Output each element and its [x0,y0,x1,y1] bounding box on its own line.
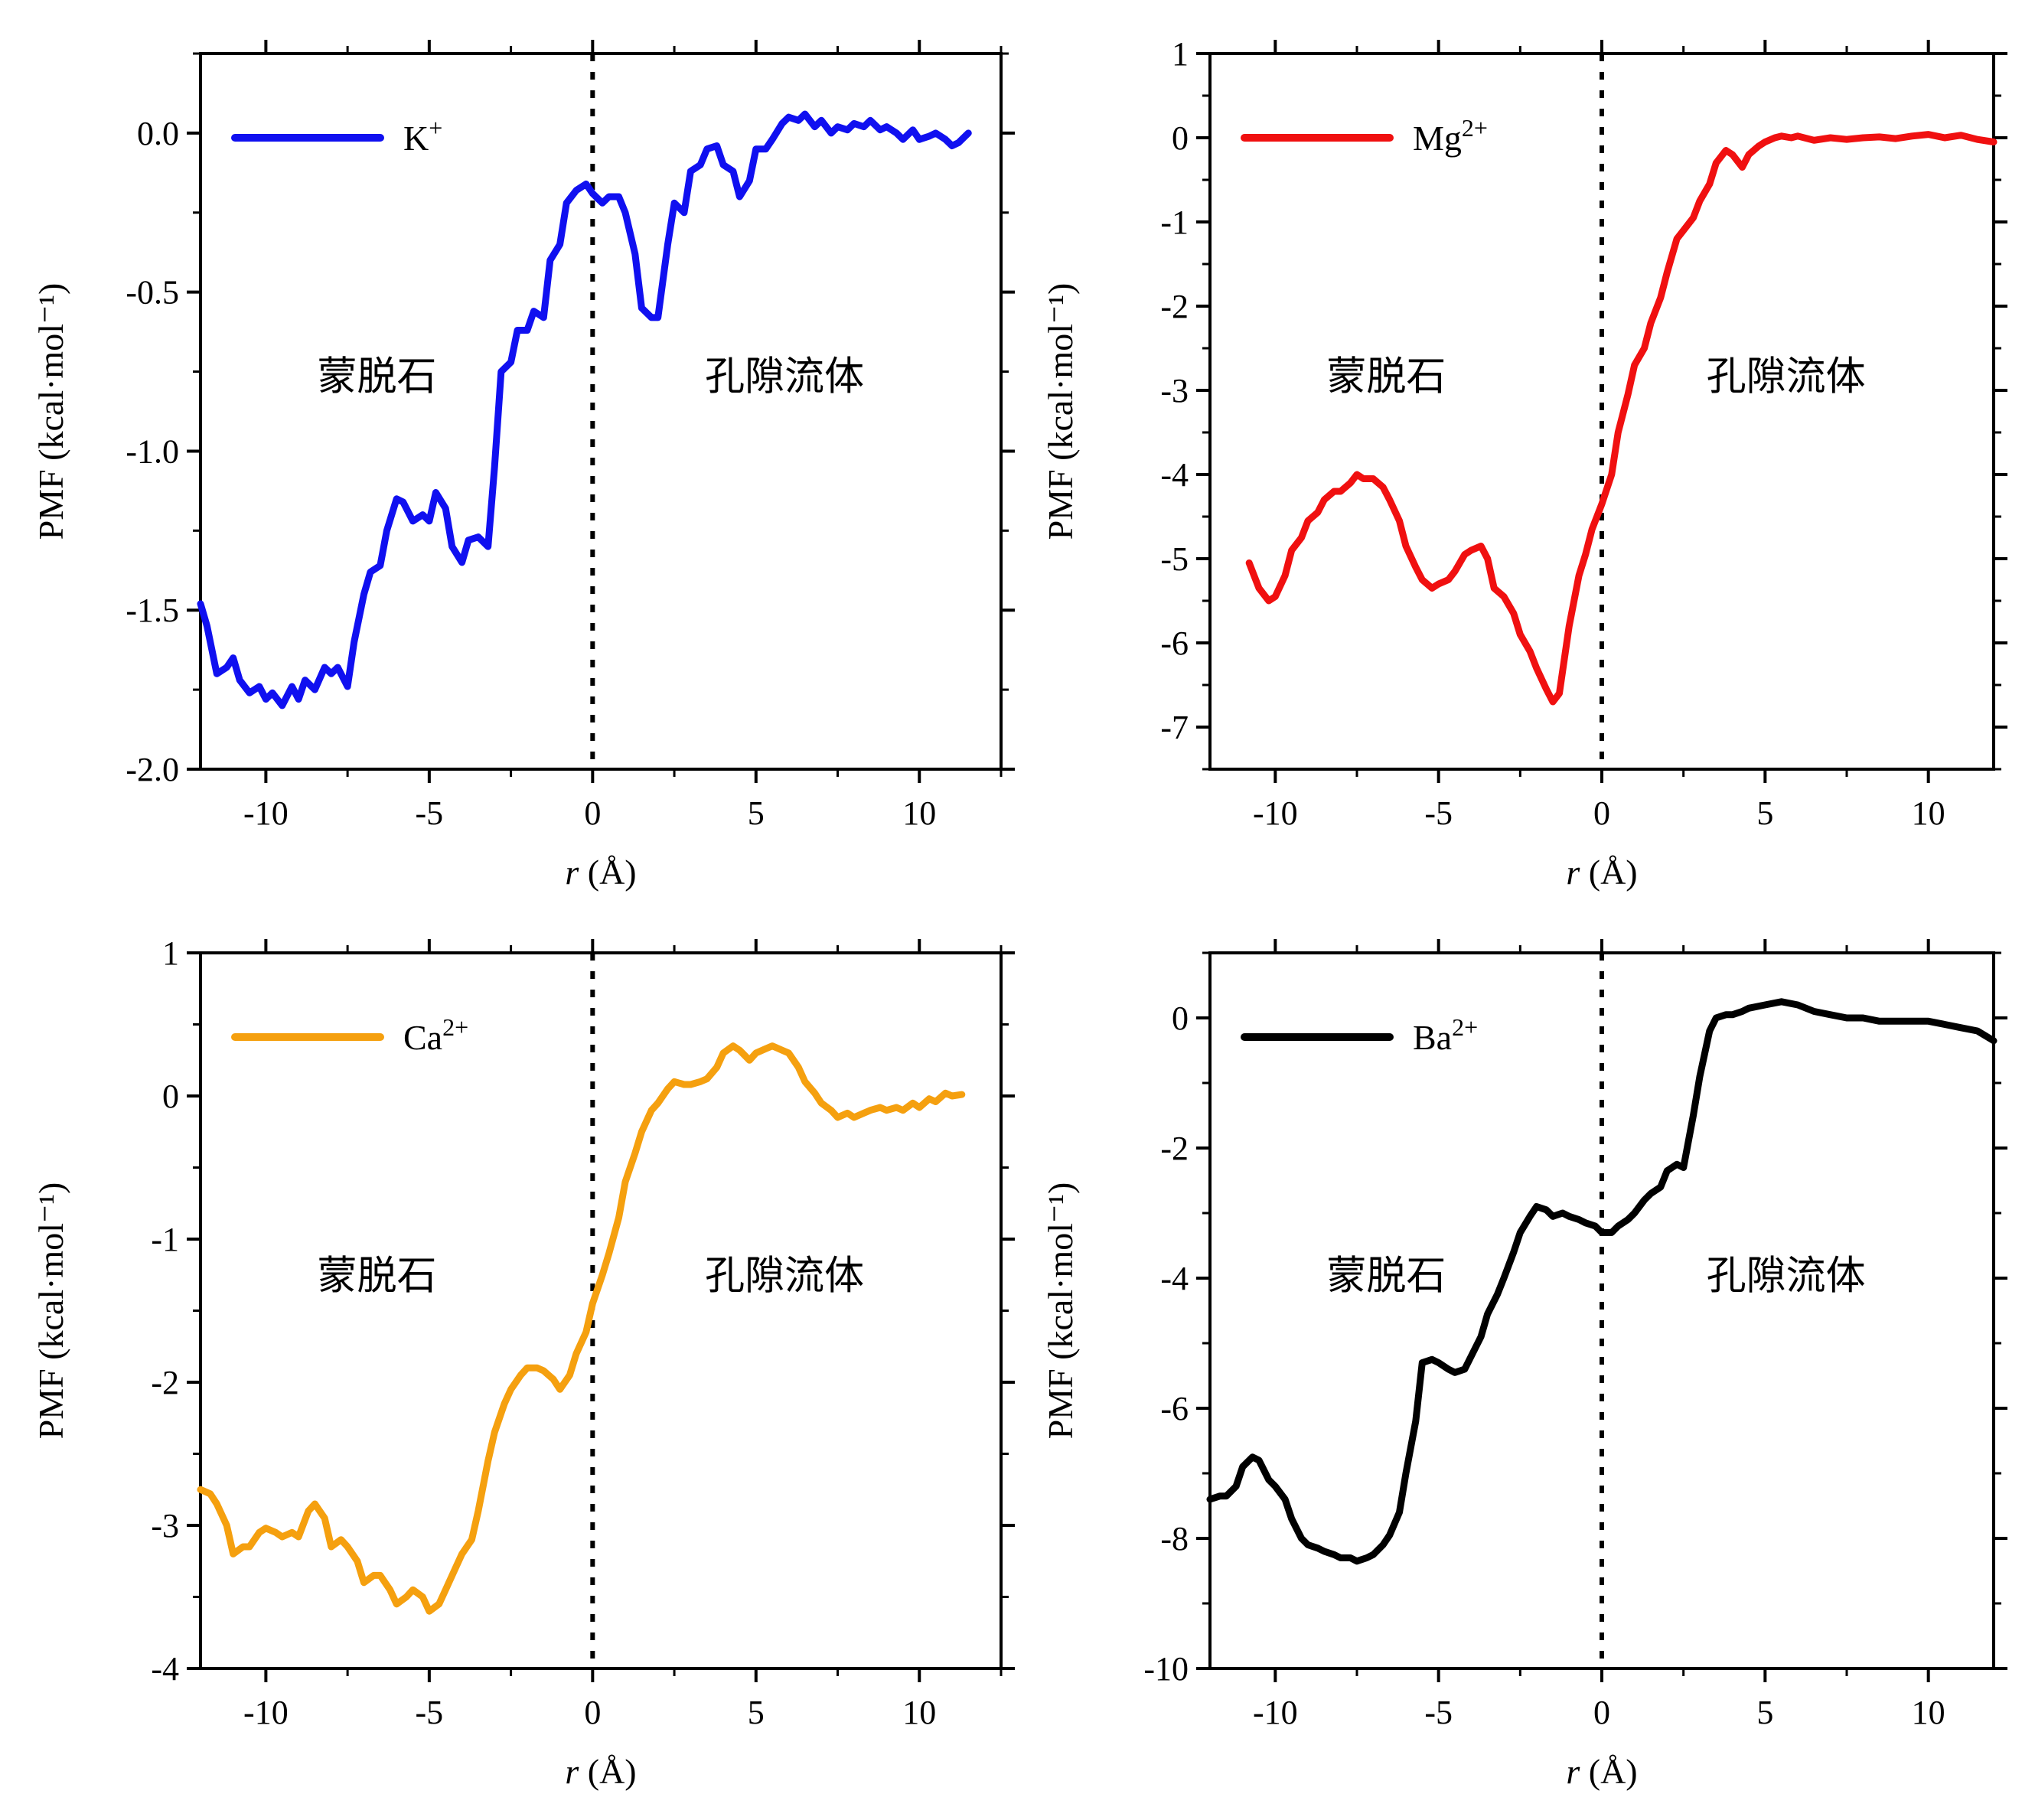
y-tick-label: 0.0 [137,115,179,152]
x-axis-title: r (Å) [1566,853,1637,892]
chart-panel-4: -10 -5 0 5 10 0 -2 -4 -6 -8 -10 蒙脱石 孔隙流体 Ba2+ r (Å) PMF… [1041,939,2007,1791]
y-tick-label: -10 [1143,1650,1189,1688]
y-tick-label: -1 [151,1221,179,1258]
legend-label: K+ [403,114,442,158]
y-tick-label: -1 [1160,204,1189,241]
x-tick-label: 10 [1912,794,1945,832]
x-tick-label: -10 [243,1694,289,1731]
x-tick-label: 5 [748,794,765,832]
y-tick-label: -6 [1160,625,1189,662]
x-tick-label: 0 [1593,1694,1610,1731]
series-line [197,1042,966,1615]
x-tick-label: 5 [1756,794,1773,832]
legend-label: Mg2+ [1413,114,1488,158]
x-tick-label: 0 [1593,794,1610,832]
y-tick-label: -8 [1160,1520,1189,1557]
x-tick-label: 10 [902,794,936,832]
x-tick-label: 0 [584,794,601,832]
region-label-right: 孔隙流体 [1707,354,1866,400]
y-tick-label: -3 [151,1507,179,1544]
region-label-left: 蒙脱石 [1326,354,1446,400]
y-tick-label: -2 [151,1364,179,1401]
x-tick-label: 10 [902,1694,936,1731]
region-label-right: 孔隙流体 [1707,1253,1866,1299]
y-tick-label: -2.0 [126,751,179,788]
x-tick-label: 5 [1756,1694,1773,1731]
y-axis-title: PMF (kcal·mol⁻¹) [1041,1182,1080,1440]
x-axis-title: r (Å) [565,1752,636,1791]
x-tick-label: -10 [1253,1694,1298,1731]
x-tick-label: -5 [416,794,444,832]
x-tick-label: 10 [1912,1694,1945,1731]
x-tick-label: -10 [1253,794,1298,832]
y-axis-title: PMF (kcal·mol⁻¹) [1041,283,1080,540]
x-tick-label: -5 [1424,794,1453,832]
y-tick-label: -2 [1160,1130,1189,1167]
plot-frame [199,52,1003,771]
region-label-left: 蒙脱石 [318,354,437,400]
series-line [1206,998,1997,1565]
y-tick-label: 1 [1172,35,1189,73]
x-axis-title: r (Å) [565,853,636,892]
region-label-left: 蒙脱石 [1326,1253,1446,1299]
y-tick-label: -4 [1160,456,1189,494]
legend-label: Ba2+ [1413,1013,1478,1057]
y-tick-label: -2 [1160,288,1189,325]
x-tick-label: -5 [416,1694,444,1731]
y-tick-label: -6 [1160,1390,1189,1427]
region-label-right: 孔隙流体 [705,354,864,400]
series-line [197,110,972,709]
y-tick-label: 0 [162,1078,179,1115]
x-tick-label: -10 [243,794,289,832]
y-tick-label: -7 [1160,709,1189,746]
legend-label: Ca2+ [403,1013,468,1057]
y-tick-label: -3 [1160,372,1189,409]
y-tick-label: 1 [162,934,179,972]
y-tick-label: -5 [1160,540,1189,578]
y-tick-label: -0.5 [126,274,179,311]
series-line [1245,131,1997,706]
x-axis-title: r (Å) [1566,1752,1637,1791]
plot-frame [199,951,1003,1670]
y-tick-label: -4 [1160,1260,1189,1297]
y-tick-label: 0 [1172,119,1189,157]
region-label-right: 孔隙流体 [705,1253,864,1299]
x-tick-label: -5 [1424,1694,1453,1731]
x-tick-label: 5 [748,1694,765,1731]
region-label-left: 蒙脱石 [318,1253,437,1299]
y-tick-label: -1.5 [126,592,179,629]
y-tick-label: -4 [151,1650,179,1688]
chart-panel-1: -10 -5 0 5 10 -2.0 -1.5 -1.0 -0.5 0.0 蒙脱石 孔隙流体 K+ r (… [31,40,1015,892]
y-axis-title: PMF (kcal·mol⁻¹) [31,283,70,540]
y-axis-title: PMF (kcal·mol⁻¹) [31,1182,70,1440]
x-tick-label: 0 [584,1694,601,1731]
y-tick-label: -1.0 [126,432,179,470]
y-tick-label: 0 [1172,1000,1189,1037]
